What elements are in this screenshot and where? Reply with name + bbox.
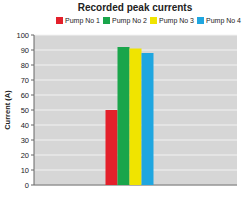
legend-entry: Pump No 4 [197, 17, 241, 25]
y-axis [34, 35, 35, 185]
legend-label: Pump No 2 [112, 17, 147, 25]
bar [118, 47, 130, 185]
legend-label: Pump No 4 [206, 17, 241, 25]
legend-entry: Pump No 1 [56, 17, 100, 25]
legend-entry: Pump No 2 [103, 17, 147, 25]
legend-label: Pump No 3 [159, 17, 194, 25]
legend-entry: Pump No 3 [150, 17, 194, 25]
grid-line [34, 35, 237, 36]
title: Recorded peak currents [78, 2, 193, 13]
tick-label: 90 [21, 46, 29, 55]
tick-label: 40 [21, 121, 29, 130]
tick-label: 100 [16, 31, 29, 40]
tick-label: 10 [21, 166, 29, 175]
bar [106, 110, 118, 185]
legend-label: Pump No 1 [65, 17, 100, 25]
chart-root: Recorded peak currents Pump No 1 Pump No 2… [0, 0, 250, 198]
y-axis-label: Current (A) [3, 90, 12, 130]
tick-label: 80 [21, 61, 29, 70]
legend-swatch [103, 17, 110, 24]
legend-swatch [56, 17, 63, 24]
tick-label: 0 [25, 181, 29, 190]
tick-label: 50 [21, 106, 29, 115]
tick-label: 20 [21, 151, 29, 160]
bar [142, 53, 154, 185]
tick-label: 30 [21, 136, 29, 145]
legend-swatch [197, 17, 204, 24]
legend-swatch [150, 17, 157, 24]
plot-area [34, 35, 237, 185]
chart: Recorded peak currents Pump No 1 Pump No 2… [0, 0, 250, 198]
bars [106, 47, 154, 185]
tick-label: 60 [21, 91, 29, 100]
tick-label: 70 [21, 76, 29, 85]
bar [130, 49, 142, 186]
